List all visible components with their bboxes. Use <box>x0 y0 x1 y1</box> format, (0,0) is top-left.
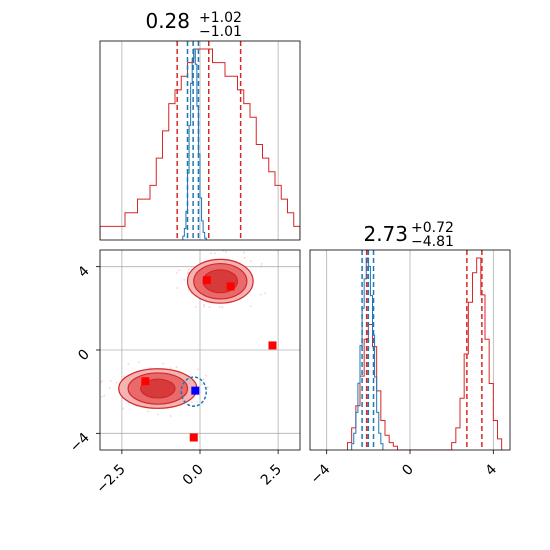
joint-sample-point <box>147 410 150 413</box>
joint-sample-point <box>260 265 263 268</box>
marginal-y-histogram-red <box>347 257 503 450</box>
joint-sample-point <box>202 378 205 381</box>
joint-sample-point <box>205 374 207 377</box>
joint-ytick-label: 4 <box>75 263 93 281</box>
joint-sample-point <box>175 366 178 368</box>
marginal-x-title-plus: +1.02 <box>199 10 242 26</box>
joint-marker-red <box>141 377 150 386</box>
marginal-x-panel: 0.28 +1.02 −1.01 <box>99 9 301 241</box>
marginal-y-panel: −4 0 4 2.73 +0.72 −4.81 <box>308 220 511 487</box>
marginal-x-title-value: 0.28 <box>145 9 190 33</box>
joint-sample-point <box>183 278 186 281</box>
marginal-y-title-plus: +0.72 <box>411 220 454 236</box>
joint-sample-point <box>196 368 199 371</box>
joint-sample-point <box>169 367 172 370</box>
joint-sample-point <box>222 250 225 252</box>
joint-xtick-label: 0.0 <box>180 462 207 489</box>
marginal-y-title-value: 2.73 <box>363 222 408 246</box>
joint-marker-red <box>268 341 277 350</box>
marginal-y-xtick-label: −4 <box>308 461 334 487</box>
joint-marker-red <box>226 282 235 291</box>
joint-sample-point <box>169 415 172 417</box>
marginal-x-title-minus: −1.01 <box>199 24 242 40</box>
marginal-y-xtick-label: 4 <box>483 461 501 479</box>
joint-contour-blue <box>180 376 207 407</box>
joint-sample-point <box>178 269 181 272</box>
joint-sample-point <box>225 251 227 253</box>
joint-sample-point <box>203 305 205 308</box>
joint-sample-point <box>214 252 216 255</box>
joint-sample-point <box>259 293 262 296</box>
joint-sample-point <box>249 260 252 262</box>
joint-sample-point <box>115 381 118 384</box>
joint-sample-point <box>208 306 211 309</box>
joint-sample-point <box>101 380 104 382</box>
marginal-y-histogram-blue <box>351 257 384 450</box>
joint-sample-point <box>199 391 202 394</box>
joint-sample-point <box>195 305 197 308</box>
joint-sample-point <box>242 251 245 254</box>
joint-sample-point <box>221 306 224 309</box>
joint-sample-point <box>138 361 140 364</box>
joint-sample-point <box>203 303 205 306</box>
joint-ytick-label: −4 <box>67 430 93 456</box>
joint-sample-point <box>188 268 190 271</box>
joint-xtick-label: −2.5 <box>93 462 128 497</box>
joint-sample-point <box>157 413 159 416</box>
joint-panel: −2.5 0.0 2.5 −4 0 4 <box>67 249 301 497</box>
joint-sample-point <box>210 252 213 255</box>
joint-sample-point <box>218 306 221 308</box>
marginal-y-xtick-label: 0 <box>399 462 417 480</box>
joint-sample-point <box>123 375 125 378</box>
joint-sample-point <box>264 292 267 295</box>
joint-sample-point <box>176 287 179 289</box>
joint-sample-point <box>100 395 103 398</box>
joint-sample-point <box>260 262 263 265</box>
marginal-x-frame <box>99 40 301 241</box>
joint-sample-point <box>122 407 124 410</box>
joint-marker-red <box>202 276 211 285</box>
joint-sample-point <box>243 257 246 259</box>
marginal-x-histogram-red <box>100 48 300 240</box>
joint-sample-point <box>200 383 203 386</box>
joint-sample-point <box>162 362 165 365</box>
joint-sample-point <box>175 272 178 274</box>
joint-sample-point <box>249 305 252 308</box>
joint-ytick-label: 0 <box>75 347 93 365</box>
joint-sample-point <box>108 387 111 390</box>
joint-sample-point <box>127 363 130 366</box>
joint-sample-point <box>103 394 106 397</box>
joint-sample-point <box>109 380 112 382</box>
joint-marker-blue <box>191 386 200 395</box>
joint-marker-red <box>189 433 198 442</box>
joint-xtick-label: 2.5 <box>258 462 285 489</box>
joint-sample-point <box>100 381 102 384</box>
joint-sample-point <box>196 400 199 403</box>
joint-sample-point <box>191 401 193 404</box>
marginal-y-title-minus: −4.81 <box>411 234 454 250</box>
joint-sample-point <box>206 386 209 389</box>
joint-sample-point <box>187 271 190 274</box>
marginal-x-histogram-blue <box>182 48 207 240</box>
